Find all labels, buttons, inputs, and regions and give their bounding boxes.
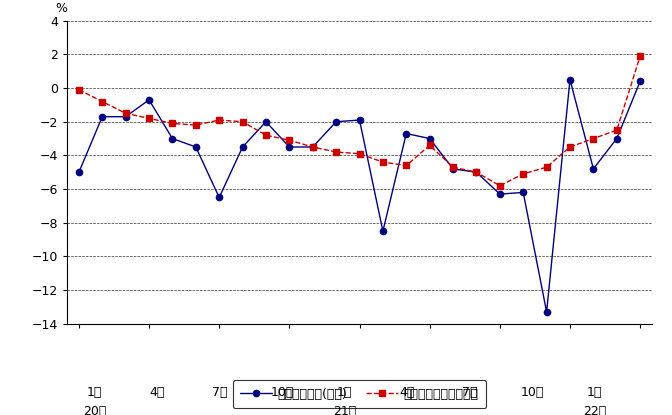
- 現金給与総額(名目): [425, 136, 433, 141]
- 現金給与総額(名目): [542, 310, 550, 315]
- 現金給与総額(名目): [169, 136, 177, 141]
- きまって支給する給与: [308, 144, 317, 149]
- きまって支給する給与: [379, 160, 387, 165]
- Text: 4月: 4月: [149, 386, 165, 399]
- きまって支給する給与: [169, 121, 177, 126]
- Text: 1月: 1月: [87, 386, 102, 399]
- 現金給与総額(名目): [215, 195, 223, 200]
- Text: %: %: [56, 2, 67, 15]
- 現金給与総額(名目): [566, 77, 574, 82]
- きまって支給する給与: [122, 111, 130, 116]
- Text: 7月: 7月: [212, 386, 227, 399]
- きまって支給する給与: [496, 183, 504, 188]
- 現金給与総額(名目): [332, 119, 340, 124]
- 現金給与総額(名目): [403, 131, 411, 136]
- きまって支給する給与: [332, 149, 340, 154]
- 現金給与総額(名目): [472, 170, 480, 175]
- きまって支給する給与: [636, 54, 644, 59]
- 現金給与総額(名目): [122, 114, 130, 119]
- 現金給与総額(名目): [286, 144, 294, 149]
- きまって支給する給与: [472, 170, 480, 175]
- Line: 現金給与総額(名目): 現金給与総額(名目): [76, 76, 643, 315]
- Text: 10月: 10月: [520, 386, 544, 399]
- Legend: 現金給与総額(名目), きまって支給する給与: 現金給与総額(名目), きまって支給する給与: [233, 380, 487, 408]
- きまって支給する給与: [589, 136, 597, 141]
- 現金給与総額(名目): [496, 192, 504, 197]
- Line: きまって支給する給与: きまって支給する給与: [75, 53, 644, 189]
- 現金給与総額(名目): [75, 170, 83, 175]
- 現金給与総額(名目): [192, 144, 200, 149]
- きまって支給する給与: [239, 119, 247, 124]
- Text: 1月: 1月: [337, 386, 352, 399]
- きまって支給する給与: [262, 133, 270, 138]
- きまって支給する給与: [286, 138, 294, 143]
- 現金給与総額(名目): [145, 98, 153, 103]
- きまって支給する給与: [613, 128, 621, 133]
- Text: 21年: 21年: [333, 405, 356, 415]
- 現金給与総額(名目): [449, 166, 457, 171]
- Text: 1月: 1月: [587, 386, 602, 399]
- 現金給与総額(名目): [239, 144, 247, 149]
- 現金給与総額(名目): [355, 117, 364, 122]
- きまって支給する給与: [403, 163, 411, 168]
- きまって支給する給与: [355, 151, 364, 156]
- Text: 22年: 22年: [583, 405, 606, 415]
- 現金給与総額(名目): [308, 144, 317, 149]
- きまって支給する給与: [145, 116, 153, 121]
- きまって支給する給与: [192, 122, 200, 127]
- 現金給与総額(名目): [98, 114, 106, 119]
- Text: 4月: 4月: [399, 386, 415, 399]
- Text: 20年: 20年: [83, 405, 106, 415]
- 現金給与総額(名目): [636, 79, 644, 84]
- 現金給与総額(名目): [613, 136, 621, 141]
- きまって支給する給与: [425, 143, 433, 148]
- きまって支給する給与: [566, 144, 574, 149]
- きまって支給する給与: [215, 117, 223, 122]
- 現金給与総額(名目): [519, 190, 528, 195]
- きまって支給する給与: [98, 99, 106, 104]
- Text: 7月: 7月: [462, 386, 477, 399]
- 現金給与総額(名目): [379, 229, 387, 234]
- Text: 10月: 10月: [270, 386, 294, 399]
- きまって支給する給与: [75, 87, 83, 92]
- きまって支給する給与: [519, 171, 528, 176]
- 現金給与総額(名目): [589, 166, 597, 171]
- きまって支給する給与: [449, 165, 457, 170]
- 現金給与総額(名目): [262, 119, 270, 124]
- きまって支給する給与: [542, 165, 550, 170]
